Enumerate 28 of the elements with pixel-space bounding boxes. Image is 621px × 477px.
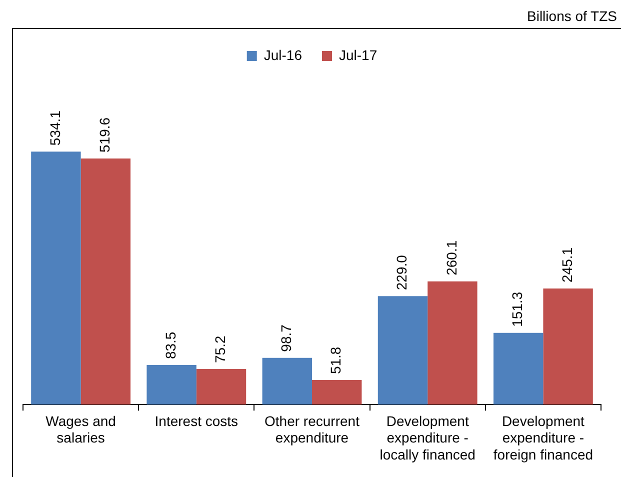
data-label: 534.1 <box>46 110 63 146</box>
legend-label: Jul-17 <box>339 46 378 63</box>
x-tick-label: Wages and salaries <box>46 412 116 446</box>
legend-label: Jul-16 <box>264 46 302 63</box>
x-tick-label: Interest costs <box>154 412 238 429</box>
data-label: 519.6 <box>96 117 113 152</box>
x-tick-label: Other recurrent expenditure <box>264 412 360 446</box>
bar <box>262 358 312 405</box>
x-tick-label: Development expenditure - locally financed <box>380 412 476 462</box>
bar <box>31 152 81 405</box>
data-label: 260.1 <box>443 240 460 276</box>
data-label: 98.7 <box>278 324 294 352</box>
x-tick-label: Development expenditure - foreign financed <box>493 412 594 462</box>
bar <box>196 368 246 405</box>
bar <box>80 158 131 405</box>
data-label: 83.5 <box>162 332 178 360</box>
data-label: 229.0 <box>394 254 410 290</box>
bar <box>312 380 362 405</box>
data-label: 75.2 <box>212 336 228 363</box>
chart-subtitle: Billions of TZS <box>527 8 617 24</box>
bar <box>428 281 478 405</box>
bar <box>146 365 196 405</box>
bar <box>378 296 428 405</box>
bar <box>543 288 593 405</box>
bar <box>493 332 544 405</box>
data-label: 245.1 <box>558 247 575 282</box>
data-label: 51.8 <box>328 346 344 374</box>
data-label: 151.3 <box>509 292 526 327</box>
